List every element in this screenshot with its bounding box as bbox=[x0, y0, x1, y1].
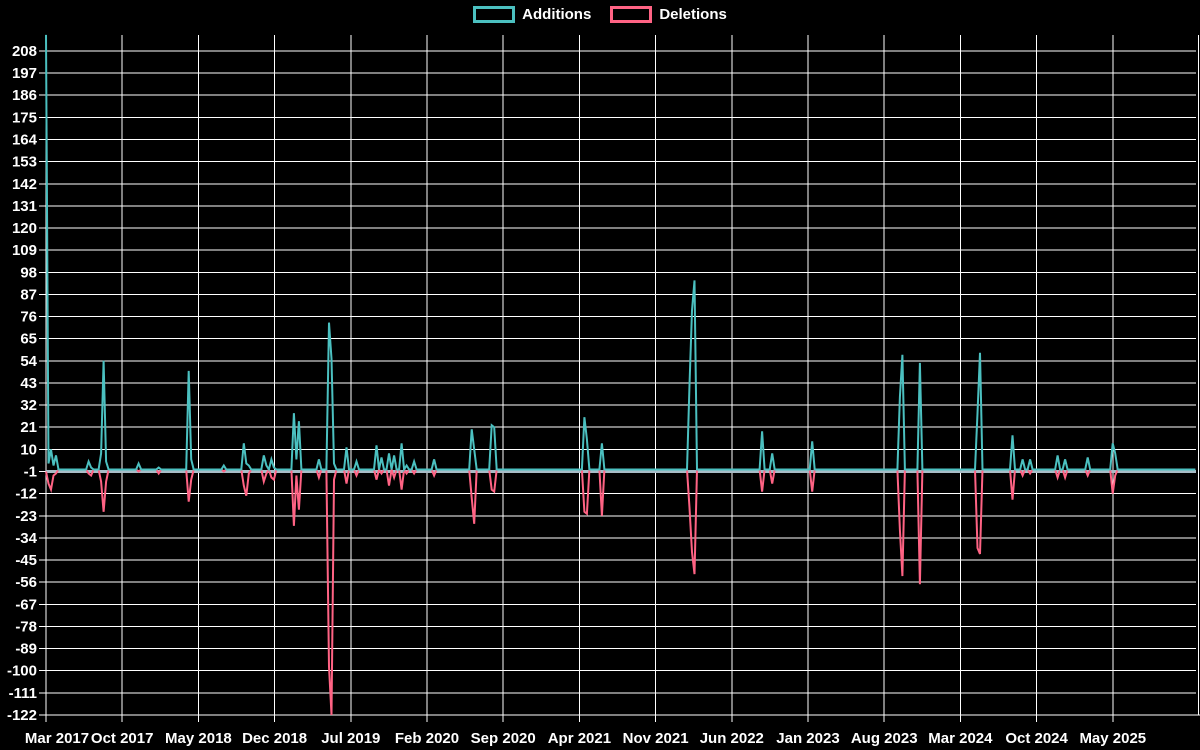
y-tick-label: 175 bbox=[12, 109, 37, 126]
x-tick-label: Mar 2017 bbox=[25, 730, 89, 747]
x-tick-label: Apr 2021 bbox=[548, 730, 611, 747]
x-tick-label: Oct 2017 bbox=[91, 730, 154, 747]
x-tick-label: Mar 2024 bbox=[928, 730, 993, 747]
y-tick-label: -45 bbox=[15, 552, 37, 569]
series-line-additions bbox=[45, 34, 1196, 473]
y-tick-label: -78 bbox=[15, 618, 37, 635]
x-tick-label: Oct 2024 bbox=[1005, 730, 1068, 747]
y-tick-label: 32 bbox=[20, 397, 37, 414]
x-tick-label: May 2018 bbox=[165, 730, 232, 747]
x-tick-label: Jan 2023 bbox=[776, 730, 839, 747]
y-tick-label: 164 bbox=[12, 132, 38, 149]
y-tick-label: -100 bbox=[7, 663, 37, 680]
y-tick-label: -89 bbox=[15, 641, 37, 658]
additions-swatch bbox=[473, 6, 516, 23]
chart-legend: Additions Deletions bbox=[0, 6, 1200, 23]
gridlines bbox=[39, 35, 1200, 722]
y-tick-label: 197 bbox=[12, 65, 37, 82]
deletions-swatch bbox=[610, 6, 653, 23]
x-tick-label: Feb 2020 bbox=[395, 730, 459, 747]
y-tick-label: 87 bbox=[20, 286, 37, 303]
y-tick-label: 65 bbox=[20, 331, 37, 348]
y-tick-label: -67 bbox=[15, 596, 37, 613]
y-tick-label: 21 bbox=[20, 419, 37, 436]
y-tick-label: 120 bbox=[12, 220, 37, 237]
y-tick-label: 10 bbox=[20, 441, 37, 458]
deletions-legend-label: Deletions bbox=[659, 6, 727, 23]
x-tick-label: Jun 2022 bbox=[700, 730, 764, 747]
y-tick-label: 186 bbox=[12, 87, 37, 104]
y-tick-label: 43 bbox=[20, 375, 37, 392]
y-tick-label: -1 bbox=[24, 464, 37, 481]
y-tick-label: 109 bbox=[12, 242, 37, 259]
x-tick-label: Aug 2023 bbox=[851, 730, 918, 747]
y-tick-label: -56 bbox=[15, 574, 37, 591]
x-tick-label: Nov 2021 bbox=[623, 730, 689, 747]
y-tick-label: -122 bbox=[7, 707, 37, 724]
x-tick-label: May 2025 bbox=[1079, 730, 1146, 747]
y-tick-label: -34 bbox=[15, 530, 37, 547]
series-line-deletions bbox=[45, 466, 1196, 716]
axis-labels: 208 197 186 175 164 153 142 131 120 109 98 87 76 65 54… bbox=[7, 43, 1146, 747]
y-tick-label: -23 bbox=[15, 508, 37, 525]
y-tick-label: 54 bbox=[20, 353, 37, 370]
x-tick-label: Jul 2019 bbox=[321, 730, 380, 747]
y-tick-label: 153 bbox=[12, 154, 37, 171]
y-tick-label: 142 bbox=[12, 176, 37, 193]
y-tick-label: 208 bbox=[12, 43, 37, 60]
x-tick-label: Sep 2020 bbox=[471, 730, 536, 747]
y-tick-label: 98 bbox=[20, 264, 37, 281]
y-tick-label: -111 bbox=[9, 685, 37, 702]
y-tick-label: -12 bbox=[15, 486, 37, 503]
y-tick-label: 131 bbox=[12, 198, 37, 215]
x-tick-label: Dec 2018 bbox=[242, 730, 307, 747]
y-tick-label: 76 bbox=[20, 309, 37, 326]
legend-item-additions[interactable]: Additions bbox=[473, 6, 591, 23]
additions-legend-label: Additions bbox=[522, 6, 592, 23]
legend-item-deletions[interactable]: Deletions bbox=[610, 6, 727, 23]
